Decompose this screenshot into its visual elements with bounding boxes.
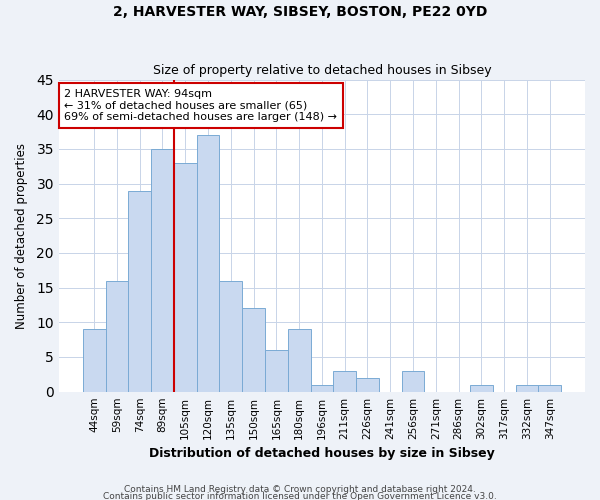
Title: Size of property relative to detached houses in Sibsey: Size of property relative to detached ho… <box>152 64 491 77</box>
Bar <box>333 371 356 392</box>
Bar <box>265 350 288 392</box>
Y-axis label: Number of detached properties: Number of detached properties <box>15 142 28 328</box>
Bar <box>242 308 265 392</box>
Bar <box>220 280 242 392</box>
Bar <box>197 135 220 392</box>
Bar <box>174 163 197 392</box>
Bar <box>515 384 538 392</box>
Bar <box>311 384 333 392</box>
Bar <box>538 384 561 392</box>
Bar <box>106 280 128 392</box>
Bar <box>401 371 424 392</box>
Bar <box>83 330 106 392</box>
Text: 2 HARVESTER WAY: 94sqm
← 31% of detached houses are smaller (65)
69% of semi-det: 2 HARVESTER WAY: 94sqm ← 31% of detached… <box>64 89 337 122</box>
X-axis label: Distribution of detached houses by size in Sibsey: Distribution of detached houses by size … <box>149 447 495 460</box>
Bar <box>356 378 379 392</box>
Text: Contains HM Land Registry data © Crown copyright and database right 2024.: Contains HM Land Registry data © Crown c… <box>124 486 476 494</box>
Text: 2, HARVESTER WAY, SIBSEY, BOSTON, PE22 0YD: 2, HARVESTER WAY, SIBSEY, BOSTON, PE22 0… <box>113 5 487 19</box>
Bar <box>151 149 174 392</box>
Bar <box>470 384 493 392</box>
Bar <box>288 330 311 392</box>
Bar <box>128 190 151 392</box>
Text: Contains public sector information licensed under the Open Government Licence v3: Contains public sector information licen… <box>103 492 497 500</box>
